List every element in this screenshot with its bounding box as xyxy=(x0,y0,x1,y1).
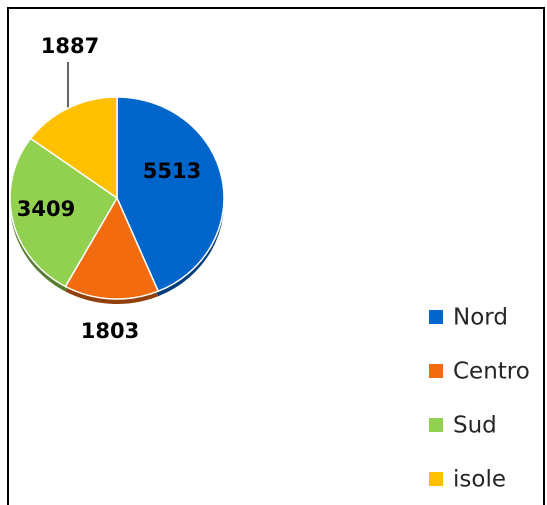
data-label: 1803 xyxy=(81,319,139,343)
pie-slice xyxy=(116,96,225,293)
pie-slice xyxy=(9,137,118,288)
pie-slice xyxy=(29,96,118,200)
legend-label: Centro xyxy=(453,359,530,385)
data-label: 5513 xyxy=(143,159,201,183)
data-label: 3409 xyxy=(17,197,75,221)
pie-slice xyxy=(64,196,160,300)
data-label: 1887 xyxy=(41,34,99,58)
legend-label: Nord xyxy=(453,305,508,331)
legend-swatch xyxy=(429,418,443,432)
legend-swatch xyxy=(429,472,443,486)
legend-label: isole xyxy=(453,467,506,493)
legend-swatch xyxy=(429,364,443,378)
legend-swatch xyxy=(429,310,443,324)
legend-label: Sud xyxy=(453,413,497,439)
